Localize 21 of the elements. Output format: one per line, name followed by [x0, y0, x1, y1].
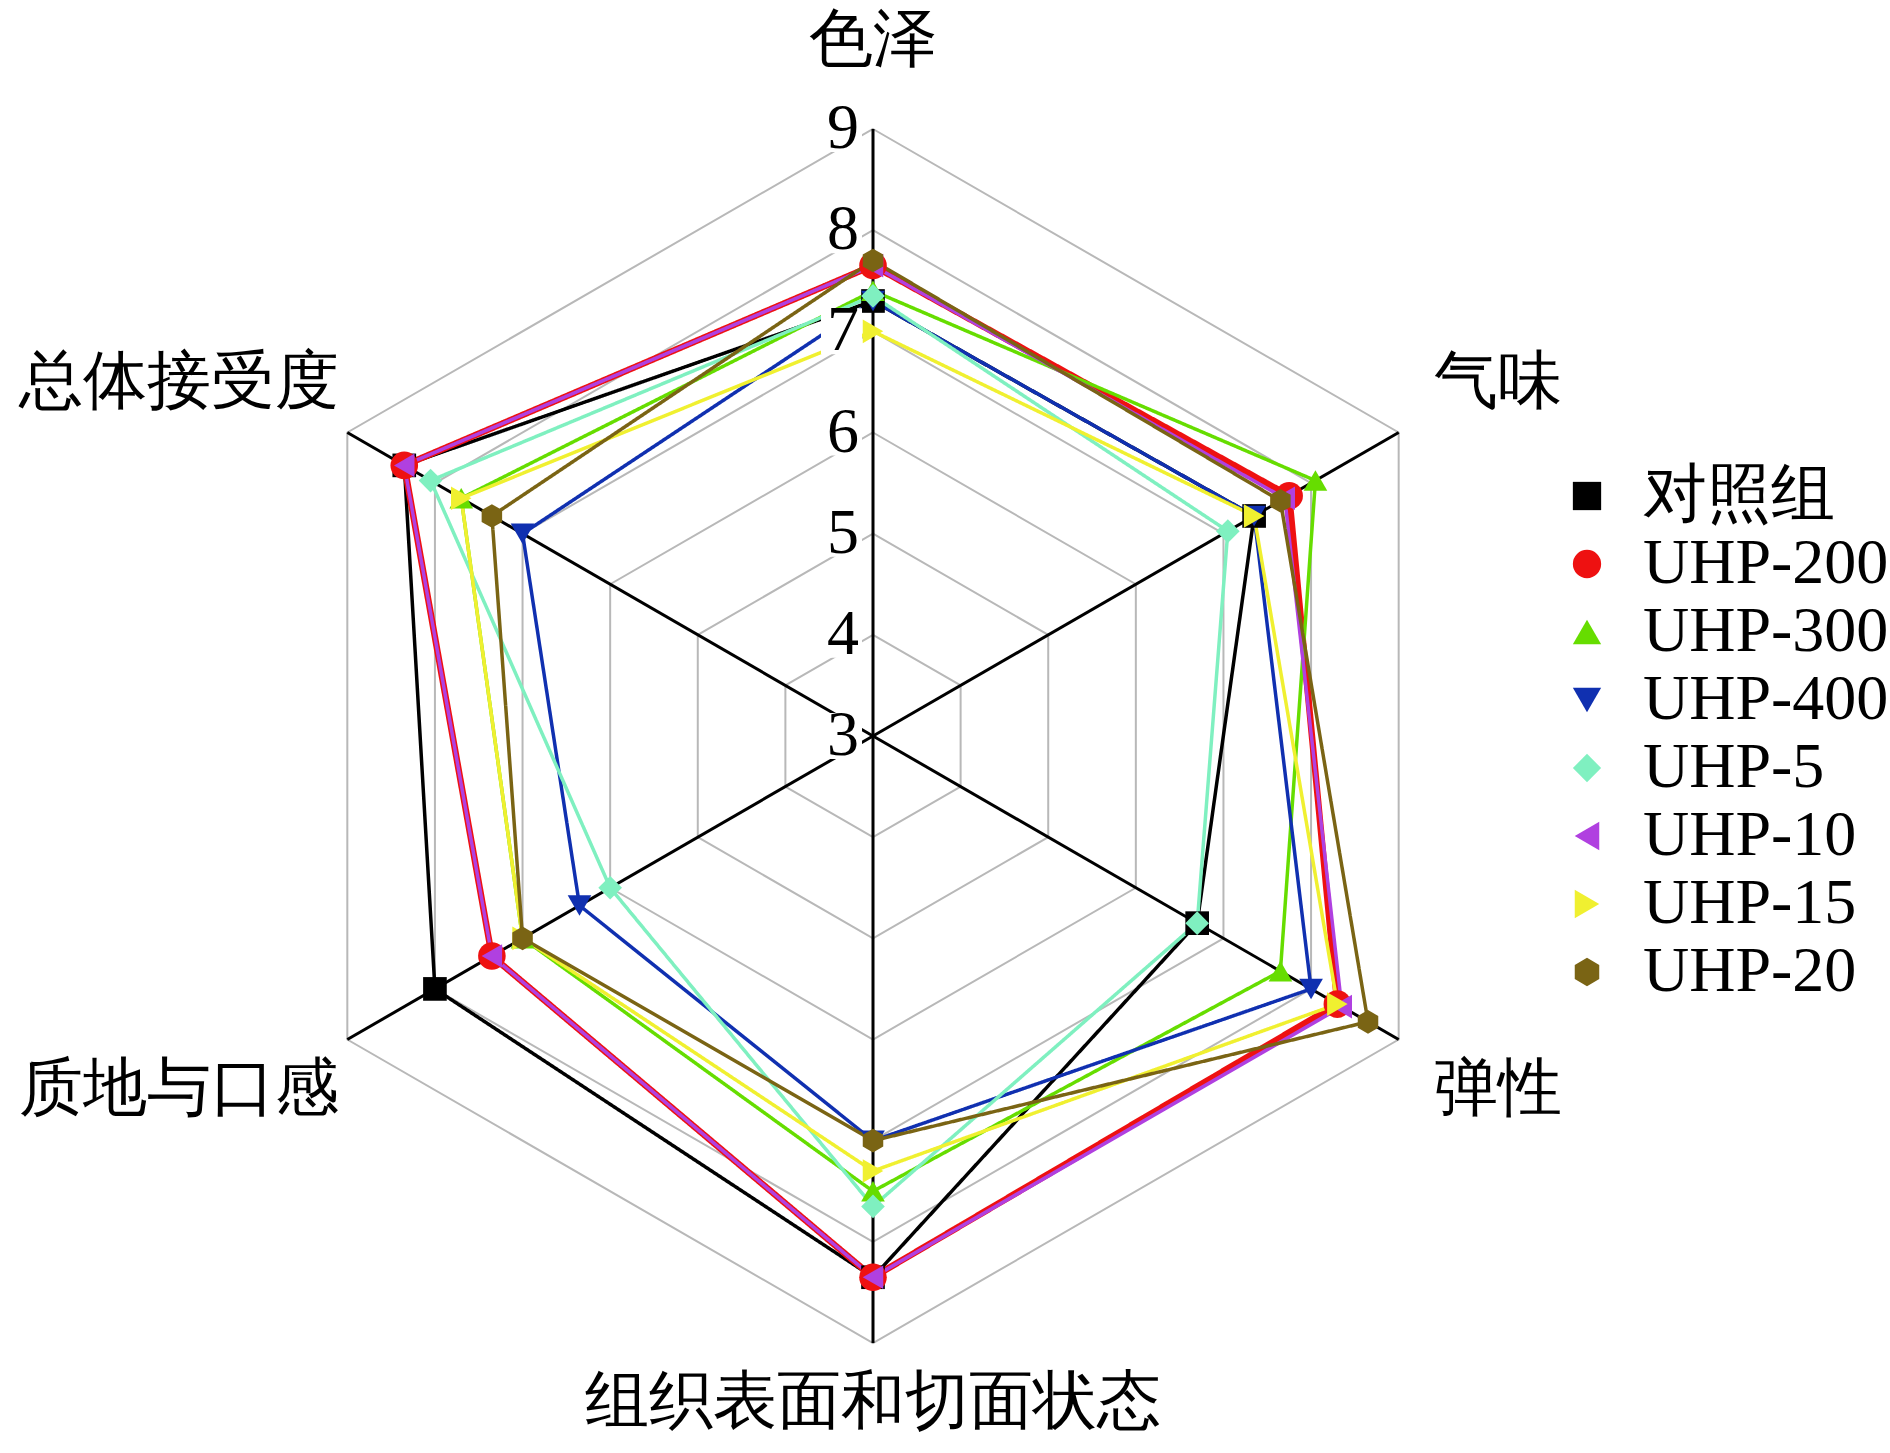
spoke-label: 气味	[1433, 344, 1562, 416]
y-tick-label: 8	[827, 192, 859, 264]
spoke-label: 质地与口感	[19, 1051, 340, 1123]
spoke-label: 色泽	[809, 3, 937, 74]
y-tick-label: 5	[827, 495, 859, 567]
legend-label: UHP-15	[1643, 866, 1857, 937]
legend-label: UHP-200	[1643, 526, 1889, 597]
y-tick-label: 3	[827, 698, 859, 769]
legend-label: UHP-400	[1643, 662, 1889, 733]
legend-label: 对照组	[1643, 458, 1835, 529]
y-tick-label: 6	[827, 394, 859, 466]
legend-label: UHP-300	[1643, 594, 1889, 665]
y-tick-label: 4	[827, 596, 859, 668]
spoke-label: 弹性	[1433, 1051, 1562, 1123]
spoke-label: 组织表面和切面状态	[585, 1365, 1161, 1436]
legend-label: UHP-20	[1643, 934, 1857, 1005]
spoke-label: 总体接受度	[18, 344, 340, 416]
legend-label: UHP-10	[1643, 798, 1857, 869]
y-tick-label: 7	[827, 293, 859, 365]
legend-label: UHP-5	[1643, 730, 1825, 801]
y-tick-label: 9	[827, 91, 859, 162]
